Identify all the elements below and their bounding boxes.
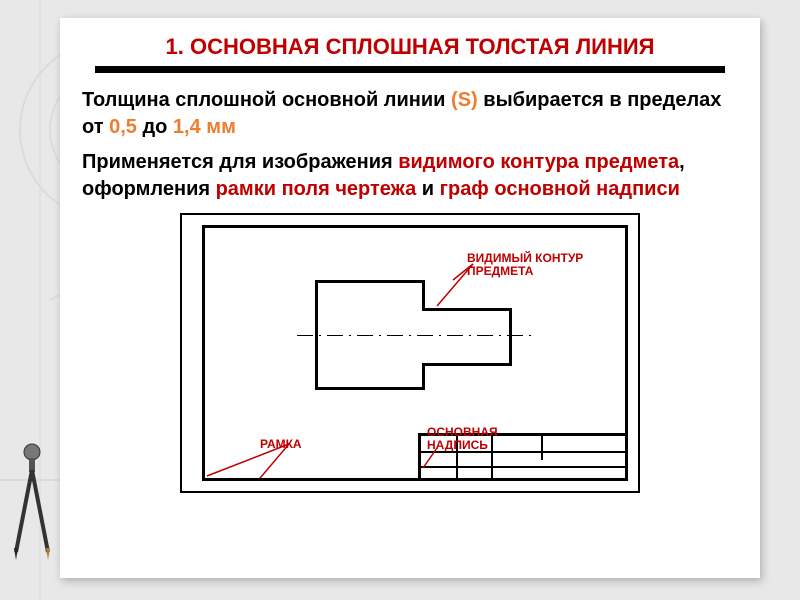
p1-val1: 0,5 (109, 116, 137, 138)
p2-em1: видимого контура предмета (398, 151, 679, 173)
drawing-diagram: ВИДИМЫЙ КОНТУР ПРЕДМЕТА РАМКА ОСНОВНАЯ Н… (180, 213, 640, 493)
example-thick-line (95, 66, 725, 73)
title-number: 1. (166, 34, 184, 59)
p1-prefix: Толщина сплошной основной линии (82, 89, 451, 111)
paragraph-1: Толщина сплошной основной линии (S) выби… (82, 87, 738, 141)
label-contour: ВИДИМЫЙ КОНТУР ПРЕДМЕТА (467, 252, 647, 278)
p1-val2: 1,4 мм (173, 116, 236, 138)
p1-symbol: (S) (451, 89, 478, 111)
p2-prefix: Применяется для изображения (82, 151, 398, 173)
p2-em2: рамки поля чертежа (216, 178, 417, 200)
title-text: ОСНОВНАЯ СПЛОШНАЯ ТОЛСТАЯ ЛИНИЯ (190, 34, 655, 59)
p2-em3: граф основной надписи (440, 178, 680, 200)
label-frame: РАМКА (260, 438, 302, 451)
slide-card: 1. ОСНОВНАЯ СПЛОШНАЯ ТОЛСТАЯ ЛИНИЯ Толщи… (60, 18, 760, 578)
p2-mid2: и (416, 178, 439, 200)
slide-title: 1. ОСНОВНАЯ СПЛОШНАЯ ТОЛСТАЯ ЛИНИЯ (82, 34, 738, 60)
label-titleblock: ОСНОВНАЯ НАДПИСЬ (427, 426, 507, 452)
p1-to: до (137, 116, 173, 138)
axis-line (297, 335, 533, 336)
drawing-frame: ВИДИМЫЙ КОНТУР ПРЕДМЕТА РАМКА ОСНОВНАЯ Н… (202, 225, 628, 481)
object-rect (422, 308, 512, 366)
compass-icon (8, 440, 56, 560)
paragraph-2: Применяется для изображения видимого кон… (82, 149, 738, 203)
